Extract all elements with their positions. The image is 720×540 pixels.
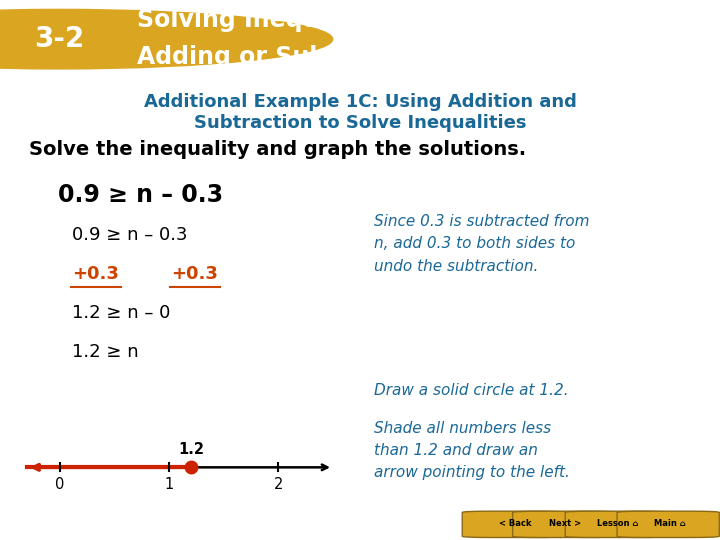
Text: Adding or Subtracting: Adding or Subtracting [137, 45, 432, 69]
Text: < Back: < Back [498, 519, 531, 528]
FancyBboxPatch shape [617, 511, 719, 537]
Text: 2: 2 [274, 477, 283, 492]
Text: Solve the inequality and graph the solutions.: Solve the inequality and graph the solut… [29, 140, 526, 159]
Text: Since 0.3 is subtracted from
n, add 0.3 to both sides to
undo the subtraction.: Since 0.3 is subtracted from n, add 0.3 … [374, 214, 590, 274]
Text: +0.3: +0.3 [171, 265, 218, 283]
Text: 0: 0 [55, 477, 65, 492]
Text: 1.2 ≥ n: 1.2 ≥ n [72, 342, 139, 361]
FancyBboxPatch shape [462, 511, 564, 537]
Text: 1: 1 [164, 477, 174, 492]
Text: Lesson ⌂: Lesson ⌂ [597, 519, 639, 528]
FancyBboxPatch shape [513, 511, 615, 537]
Text: +0.3: +0.3 [72, 265, 119, 283]
Text: 0.9 ≥ n – 0.3: 0.9 ≥ n – 0.3 [58, 183, 222, 206]
Text: Solving Inequalities by: Solving Inequalities by [137, 8, 441, 32]
Text: 1.2 ≥ n – 0: 1.2 ≥ n – 0 [72, 304, 171, 322]
Text: 1.2: 1.2 [178, 442, 204, 457]
Text: Additional Example 1C: Using Addition and: Additional Example 1C: Using Addition an… [143, 93, 577, 111]
Text: 3-2: 3-2 [34, 25, 84, 53]
Circle shape [0, 9, 333, 69]
Text: © HOLT McDOUGAL, All Rights Reserved: © HOLT McDOUGAL, All Rights Reserved [7, 520, 189, 529]
Text: Shade all numbers less
than 1.2 and draw an
arrow pointing to the left.: Shade all numbers less than 1.2 and draw… [374, 421, 570, 480]
Text: 0.9 ≥ n – 0.3: 0.9 ≥ n – 0.3 [72, 226, 187, 245]
Text: Draw a solid circle at 1.2.: Draw a solid circle at 1.2. [374, 383, 569, 398]
Text: Next >: Next > [549, 519, 581, 528]
Text: Main ⌂: Main ⌂ [654, 519, 685, 528]
FancyBboxPatch shape [565, 511, 667, 537]
Text: Subtraction to Solve Inequalities: Subtraction to Solve Inequalities [194, 114, 526, 132]
